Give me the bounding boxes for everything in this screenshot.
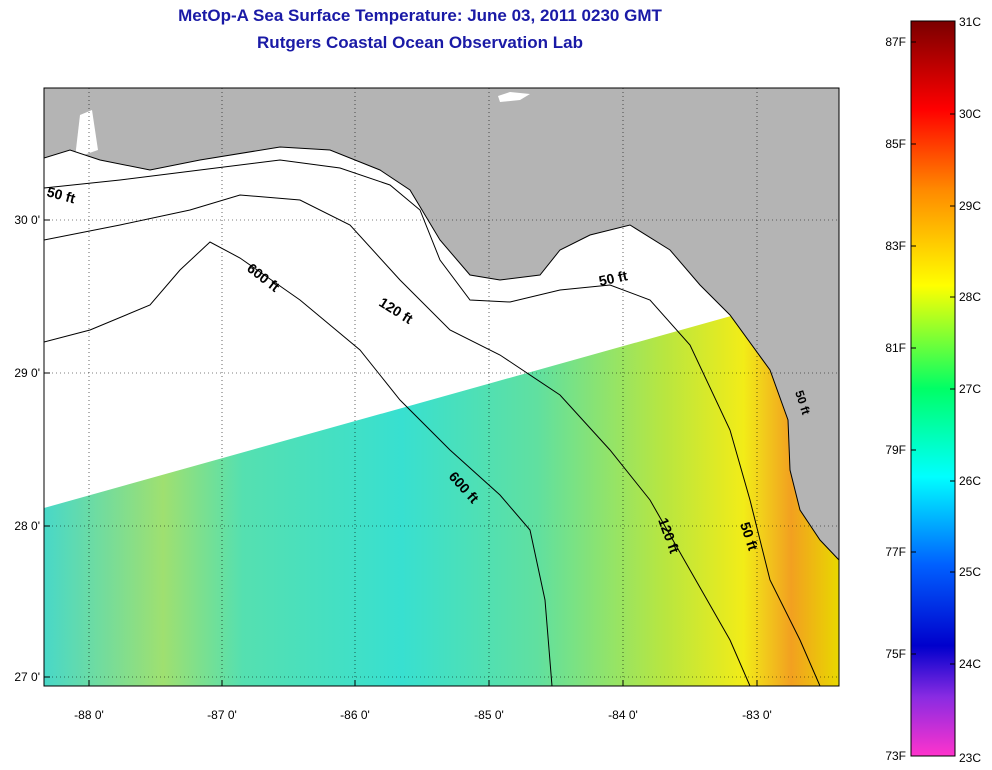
contour-600ft — [44, 241, 553, 686]
map-title: MetOp-A Sea Surface Temperature: June 03… — [178, 6, 662, 25]
contour-120ft — [44, 194, 751, 686]
colorbar-f-label: 73F — [885, 749, 906, 763]
colorbar-f-label: 85F — [885, 137, 906, 151]
lat-label: 29 0' — [14, 366, 40, 380]
colorbar-c-label: 29C — [959, 199, 981, 213]
colorbar-f-label: 87F — [885, 35, 906, 49]
colorbar-c-label: 28C — [959, 290, 981, 304]
axis-ticks — [44, 219, 758, 686]
colorbar-f-label: 77F — [885, 545, 906, 559]
colorbar-f-label: 81F — [885, 341, 906, 355]
colorbar-c-label: 26C — [959, 474, 981, 488]
lon-label: -87 0' — [207, 708, 237, 722]
land-area — [44, 88, 839, 560]
colorbar-c-label: 30C — [959, 107, 981, 121]
map-border — [43, 87, 840, 687]
sst-swath — [44, 300, 839, 686]
lon-label: -84 0' — [608, 708, 638, 722]
colorbar-f-label: 79F — [885, 443, 906, 457]
graticule — [44, 88, 839, 686]
map-subtitle: Rutgers Coastal Ocean Observation Lab — [257, 33, 583, 52]
colorbar-ticks — [911, 41, 955, 665]
lon-label: -85 0' — [474, 708, 504, 722]
coastline — [44, 146, 839, 561]
contour-label: 50 ft — [597, 267, 629, 289]
lon-label: -88 0' — [74, 708, 104, 722]
colorbar-c-label: 24C — [959, 657, 981, 671]
colorbar-c-label: 31C — [959, 15, 981, 29]
colorbar-f-label: 75F — [885, 647, 906, 661]
lon-label: -83 0' — [742, 708, 772, 722]
colorbar-c-label: 23C — [959, 751, 981, 765]
colorbar — [910, 20, 956, 757]
lat-label: 27 0' — [14, 670, 40, 684]
contour-label: 50 ft — [45, 183, 77, 206]
lat-label: 28 0' — [14, 519, 40, 533]
bay-area — [75, 110, 98, 158]
contour-50ft — [44, 159, 821, 686]
lat-label: 30 0' — [14, 213, 40, 227]
colorbar-c-label: 27C — [959, 382, 981, 396]
lake-area — [498, 92, 530, 102]
lon-label: -86 0' — [340, 708, 370, 722]
colorbar-f-label: 83F — [885, 239, 906, 253]
colorbar-c-label: 25C — [959, 565, 981, 579]
